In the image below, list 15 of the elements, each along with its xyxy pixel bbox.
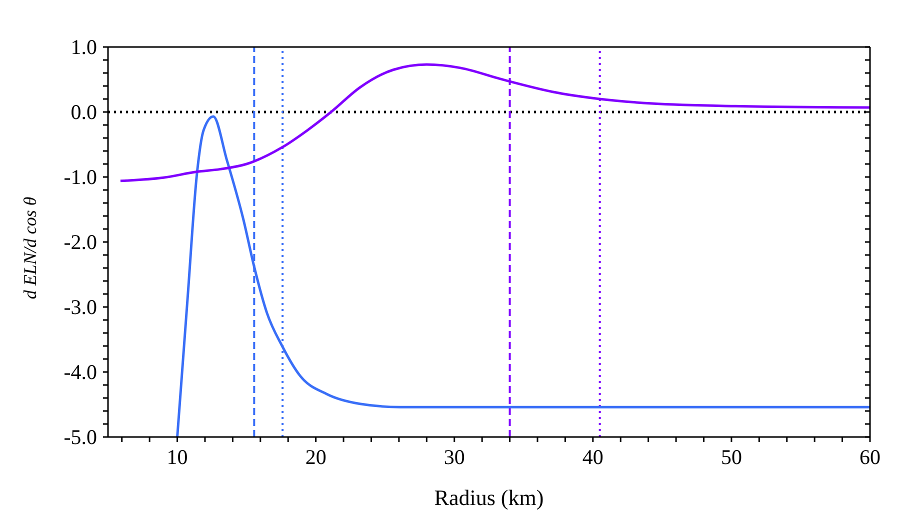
y-tick-label: 0.0 [70, 100, 97, 124]
x-tick-label: 50 [720, 445, 742, 469]
x-tick-label: 20 [305, 445, 326, 469]
y-tick-label: -1.0 [64, 165, 97, 189]
x-tick-label: 40 [582, 445, 604, 469]
y-axis-title: d ELN/d cos θ [20, 196, 40, 300]
x-axis-title: Radius (km) [434, 485, 544, 510]
y-tick-label: 1.0 [70, 35, 97, 59]
x-tick-label: 60 [860, 445, 880, 469]
x-tick-label: 10 [166, 445, 188, 469]
y-tick-label: -4.0 [64, 360, 97, 384]
y-tick-label: -2.0 [64, 230, 97, 254]
x-tick-label: 30 [444, 445, 465, 469]
y-tick-label: -5.0 [64, 425, 97, 449]
y-tick-label: -3.0 [64, 295, 97, 319]
